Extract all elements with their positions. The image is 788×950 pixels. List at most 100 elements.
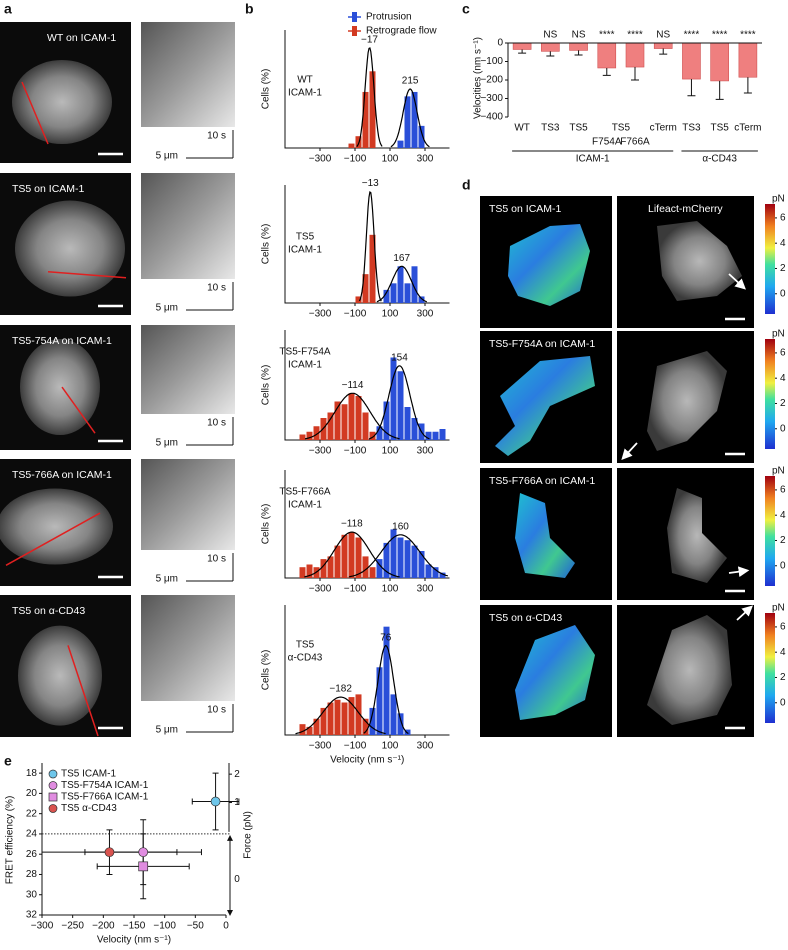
hist-bar: [425, 431, 432, 440]
image-label: TS5-754A on ICAM-1: [12, 335, 112, 347]
hist-bar: [362, 412, 369, 440]
bar: [710, 42, 729, 82]
x-tick-label: 0: [223, 921, 229, 932]
peak-label: 167: [393, 253, 410, 264]
image-label: TS5 on α-CD43: [12, 605, 85, 617]
hist-bar: [355, 396, 362, 440]
x-tick-label: 300: [417, 309, 434, 320]
cell-force-map: [495, 356, 595, 456]
image-label: WT on ICAM-1: [47, 32, 116, 44]
x-tick-label: −50: [187, 921, 204, 932]
x-tick-label: −200: [92, 921, 115, 932]
x-tick-label: 100: [382, 309, 399, 320]
hist-bar: [355, 296, 362, 303]
direction-arrow: [728, 566, 750, 578]
hist-bar: [376, 667, 383, 735]
panel-letter: d: [462, 177, 471, 193]
condition-label: TS5: [296, 640, 315, 651]
hist-bar: [369, 234, 376, 303]
y-axis-label: Cells (%): [261, 69, 272, 110]
cell-force-map: [515, 493, 575, 578]
significance: ****: [712, 30, 728, 41]
colorbar-tick-label: 0: [780, 423, 786, 434]
x-tick-label: −100: [344, 309, 367, 320]
x-tick-label: 100: [382, 584, 399, 595]
kymograph-line: [61, 386, 96, 434]
hist-bar: [411, 266, 418, 303]
x-tick-label: −300: [309, 154, 332, 165]
axis: [284, 30, 450, 149]
bar: [625, 42, 645, 68]
bar: [597, 42, 617, 69]
hist-bar: [418, 551, 425, 578]
time-scale: 10 s: [207, 554, 226, 565]
cell-actin: [647, 351, 727, 451]
significance: ****: [684, 30, 700, 41]
bar: [682, 42, 701, 80]
map-label: TS5 on α-CD43: [489, 612, 562, 624]
hist-bar: [432, 567, 439, 578]
hist-bar: [432, 431, 439, 440]
force-tick-label: 2: [234, 769, 240, 780]
x-tick-label: TS5: [710, 123, 729, 134]
hist-bar: [369, 431, 376, 440]
cell-actin: [657, 221, 742, 301]
hist-bar: [327, 412, 334, 440]
peak-label: 154: [391, 352, 408, 363]
hist-bar: [411, 91, 418, 148]
error-bar: [743, 77, 752, 94]
x-tick-label: −300: [309, 309, 332, 320]
subgroup-label: TS5: [612, 123, 631, 134]
x-tick-label: cTerm: [650, 123, 677, 134]
hist-bar: [404, 283, 411, 303]
condition-label: α-CD43: [288, 653, 323, 664]
colorbar-unit: pN: [772, 466, 785, 477]
y-axis-label: FRET efficiency (%): [5, 796, 16, 885]
hist-bar: [334, 545, 341, 578]
error-bar: [574, 50, 583, 56]
hist-bar: [397, 140, 404, 148]
colorbar: [765, 476, 775, 586]
hist-bar: [397, 713, 404, 735]
hist-bar: [362, 91, 369, 148]
colorbar-tick-label: 2: [780, 263, 786, 274]
cell-image: [12, 60, 112, 144]
hist-bar: [390, 357, 397, 440]
colorbar-tick-label: 2: [780, 535, 786, 546]
x-tick-label: 300: [417, 584, 434, 595]
cell-image: [18, 625, 102, 726]
y-tick-label: 32: [26, 910, 38, 921]
x-tick-label: −300: [309, 446, 332, 457]
fit-curve: [304, 392, 400, 440]
error-bar: [715, 80, 724, 100]
peak-label: 215: [402, 76, 419, 87]
x-axis-label: Velocity (nm s⁻¹): [330, 755, 404, 766]
y-tick-label: −400: [480, 112, 503, 123]
data-point: [210, 796, 221, 807]
significance: NS: [656, 30, 670, 41]
fit-curve: [348, 534, 448, 578]
hist-bar: [411, 418, 418, 440]
x-tick-label: TS3: [541, 123, 560, 134]
bar: [653, 42, 673, 49]
fit-curve: [356, 47, 383, 147]
hist-bar: [369, 707, 376, 735]
hist-bar: [411, 545, 418, 578]
legend-label: TS5 α-CD43: [61, 803, 117, 814]
peak-label: −114: [342, 380, 364, 391]
y-tick-label: −300: [480, 93, 503, 104]
y-axis-label: Cells (%): [261, 504, 272, 545]
cell-actin: [667, 488, 727, 583]
hist-bar: [334, 699, 341, 735]
fit-curve: [304, 531, 400, 578]
panel-letter: a: [4, 1, 12, 17]
image-label: TS5-766A on ICAM-1: [12, 469, 112, 481]
colorbar-tick-label: 2: [780, 672, 786, 683]
colorbar-tick-label: 4: [780, 510, 786, 521]
x-axis-label: Velocity (nm s⁻¹): [97, 935, 171, 946]
condition-label: ICAM-1: [288, 88, 322, 99]
bar: [512, 42, 532, 50]
x-tick-label: F754A: [592, 137, 622, 148]
hist-bar: [299, 724, 306, 735]
x-tick-label: −300: [309, 584, 332, 595]
